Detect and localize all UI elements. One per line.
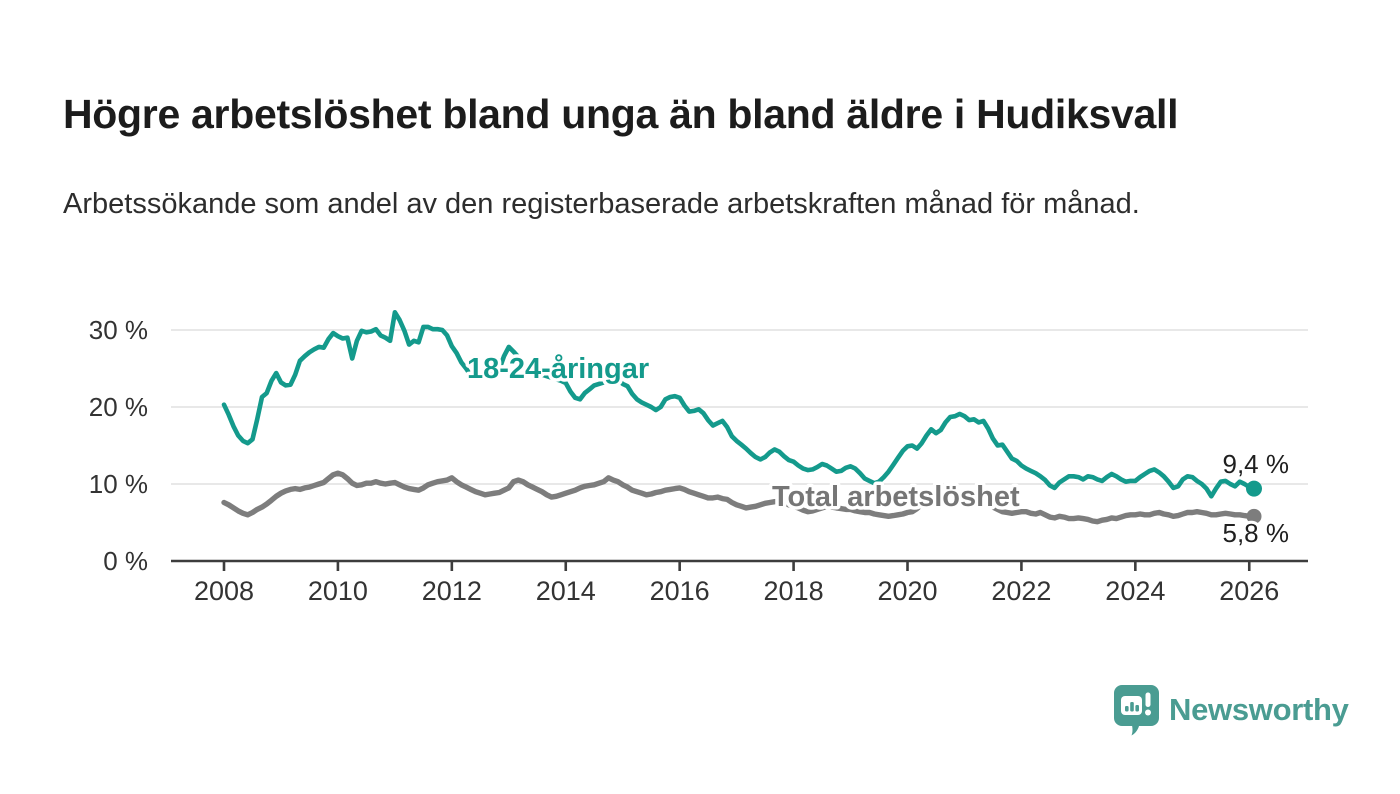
total-series-line (221, 470, 1257, 525)
y-axis-label-20: 20 % (89, 392, 148, 422)
x-axis-label-2026: 2026 (1219, 576, 1279, 606)
chart-subtitle: Arbetssökande som andel av den registerb… (63, 188, 1140, 220)
youth-series-line (221, 309, 1257, 499)
page-title: Högre arbetslöshet bland unga än bland ä… (63, 91, 1179, 138)
y-axis-label-10: 10 % (89, 469, 148, 499)
x-axis-label-2022: 2022 (991, 576, 1051, 606)
total-end-value-label: 5,8 % (1223, 518, 1290, 548)
x-axis-label-2020: 2020 (877, 576, 937, 606)
newsworthy-logo-icon (1114, 685, 1159, 736)
total-series-end-dot (1246, 508, 1262, 524)
x-axis-label-2016: 2016 (650, 576, 710, 606)
youth-end-value-label: 9,4 % (1223, 449, 1290, 479)
youth-series-label: 18-24-åringar (467, 353, 649, 385)
newsworthy-wordmark: Newsworthy (1169, 692, 1349, 727)
x-axis-label-2018: 2018 (764, 576, 824, 606)
y-axis-label-30: 30 % (89, 315, 148, 345)
x-axis-label-2008: 2008 (194, 576, 254, 606)
x-axis-label-2010: 2010 (308, 576, 368, 606)
x-axis-label-2014: 2014 (536, 576, 596, 606)
newsworthy-logo: Newsworthy (1113, 684, 1349, 736)
total-series-label: Total arbetslöshet (772, 481, 1020, 513)
x-axis-label-2012: 2012 (422, 576, 482, 606)
x-axis-label-2024: 2024 (1105, 576, 1165, 606)
y-axis-label-0: 0 % (103, 546, 148, 576)
youth-series-end-dot (1246, 480, 1262, 497)
